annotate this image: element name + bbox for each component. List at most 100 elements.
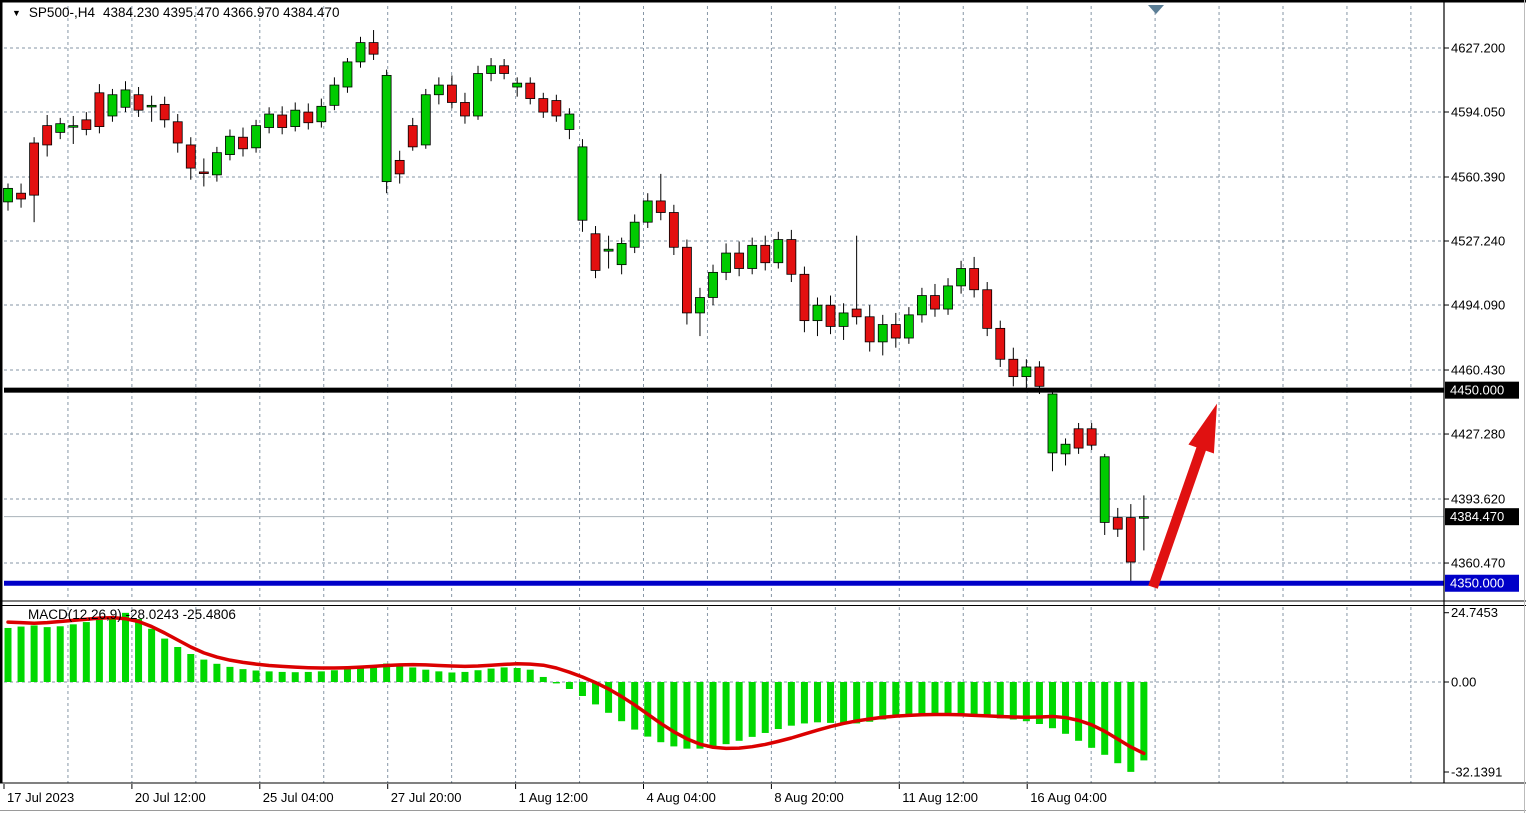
candle-body	[1138, 516, 1149, 519]
candle-body	[682, 246, 692, 314]
macd-bar	[944, 682, 952, 714]
macd-bar	[800, 682, 808, 724]
candle-body	[251, 125, 261, 149]
candle-body	[42, 125, 53, 146]
time-tick-label: 16 Aug 04:00	[1030, 790, 1107, 805]
candle-body	[1099, 456, 1110, 523]
candle-body	[133, 94, 144, 111]
candle-body	[433, 84, 444, 96]
candle-body	[486, 65, 496, 74]
candle-body	[329, 84, 340, 106]
candle-body	[890, 324, 901, 339]
macd-bar	[396, 664, 404, 682]
candle-body	[16, 192, 26, 200]
macd-bar	[357, 667, 365, 682]
candle-body	[616, 243, 627, 266]
macd-bar	[448, 672, 456, 682]
candle-body	[1086, 428, 1097, 446]
macd-bar	[866, 682, 874, 722]
axis-tick-label: 4360.470	[1451, 556, 1505, 571]
macd-bar	[1127, 682, 1135, 772]
macd-bar	[291, 672, 299, 682]
candle-body	[198, 171, 209, 174]
macd-bar	[513, 668, 521, 682]
macd-bar	[122, 612, 130, 682]
candle-body	[721, 252, 731, 273]
macd-bar	[1088, 682, 1096, 748]
macd-bar	[174, 647, 182, 682]
macd-bar	[213, 663, 221, 682]
price-tag-label: 4450.000	[1450, 383, 1504, 398]
candle-body	[342, 61, 353, 88]
candle-body	[1034, 366, 1045, 387]
macd-bar	[970, 682, 978, 716]
macd-bar	[82, 622, 90, 682]
candle-body	[877, 324, 888, 343]
macd-bar	[252, 670, 260, 682]
macd-bar	[383, 663, 391, 682]
candle-body	[982, 289, 993, 329]
candle-body	[1021, 366, 1032, 378]
candle-body	[825, 304, 836, 327]
macd-bar	[552, 682, 560, 684]
candle-body	[747, 244, 758, 269]
candle-body	[695, 297, 705, 314]
macd-bar	[813, 682, 821, 723]
macd-bar	[422, 669, 430, 682]
candle-body	[734, 252, 745, 269]
macd-bar	[657, 682, 665, 743]
axis-tick-label: -32.1391	[1451, 764, 1502, 779]
resistance-line[interactable]	[4, 387, 1444, 393]
candle-body	[708, 271, 718, 298]
candle-body	[864, 316, 875, 343]
macd-bar	[474, 670, 482, 682]
candle-body	[995, 327, 1006, 360]
price-tag	[1445, 574, 1519, 592]
candle-body	[303, 111, 314, 124]
macd-bar	[957, 682, 965, 715]
macd-bar	[1140, 682, 1148, 761]
macd-bar	[370, 665, 378, 682]
candle-body	[1060, 443, 1071, 455]
macd-bar	[4, 627, 12, 682]
macd-bar	[735, 682, 743, 741]
candle-body	[420, 94, 431, 146]
macd-bar	[1075, 682, 1083, 741]
candle-body	[655, 200, 666, 213]
trend-arrow[interactable]	[1148, 403, 1217, 589]
time-axis[interactable]: 17 Jul 2023 20 Jul 12:00 25 Jul 04:00 27 Ju…	[3, 784, 1107, 805]
macd-bar	[696, 682, 704, 749]
macd-bar	[239, 669, 247, 682]
candle-body	[394, 159, 405, 175]
macd-bar	[278, 671, 286, 682]
candle-body	[447, 84, 457, 103]
macd-axis[interactable]: 24.7453 0.00 -32.1391	[1444, 605, 1502, 779]
macd-bar	[618, 682, 626, 722]
candle-body	[29, 142, 40, 196]
time-tick-label: 1 Aug 12:00	[519, 790, 588, 805]
candle-body	[564, 113, 575, 130]
macd-bar	[1101, 682, 1109, 755]
candle-body	[838, 312, 849, 327]
candle-body	[1125, 517, 1136, 563]
support-line[interactable]	[4, 580, 1444, 586]
price-axis[interactable]: 4627.200 4594.050 4560.390 4527.240 4494.090…	[1444, 41, 1519, 592]
macd-bar	[108, 616, 116, 682]
macd-bar	[1022, 682, 1030, 722]
candle-body	[68, 125, 79, 128]
macd-bar	[787, 682, 795, 726]
macd-bar	[761, 682, 769, 733]
macd-bar	[343, 668, 351, 682]
macd-bar	[17, 626, 25, 682]
macd-bar	[644, 682, 652, 737]
macd-bar	[709, 682, 717, 747]
macd-bar	[892, 682, 900, 718]
symbol-timeframe: SP500-,H4	[28, 5, 95, 20]
trend-arrow-head	[1188, 403, 1217, 454]
time-tick-label: 25 Jul 04:00	[263, 790, 334, 805]
price-tag-label: 4350.000	[1450, 576, 1504, 591]
macd-bar	[827, 682, 835, 723]
